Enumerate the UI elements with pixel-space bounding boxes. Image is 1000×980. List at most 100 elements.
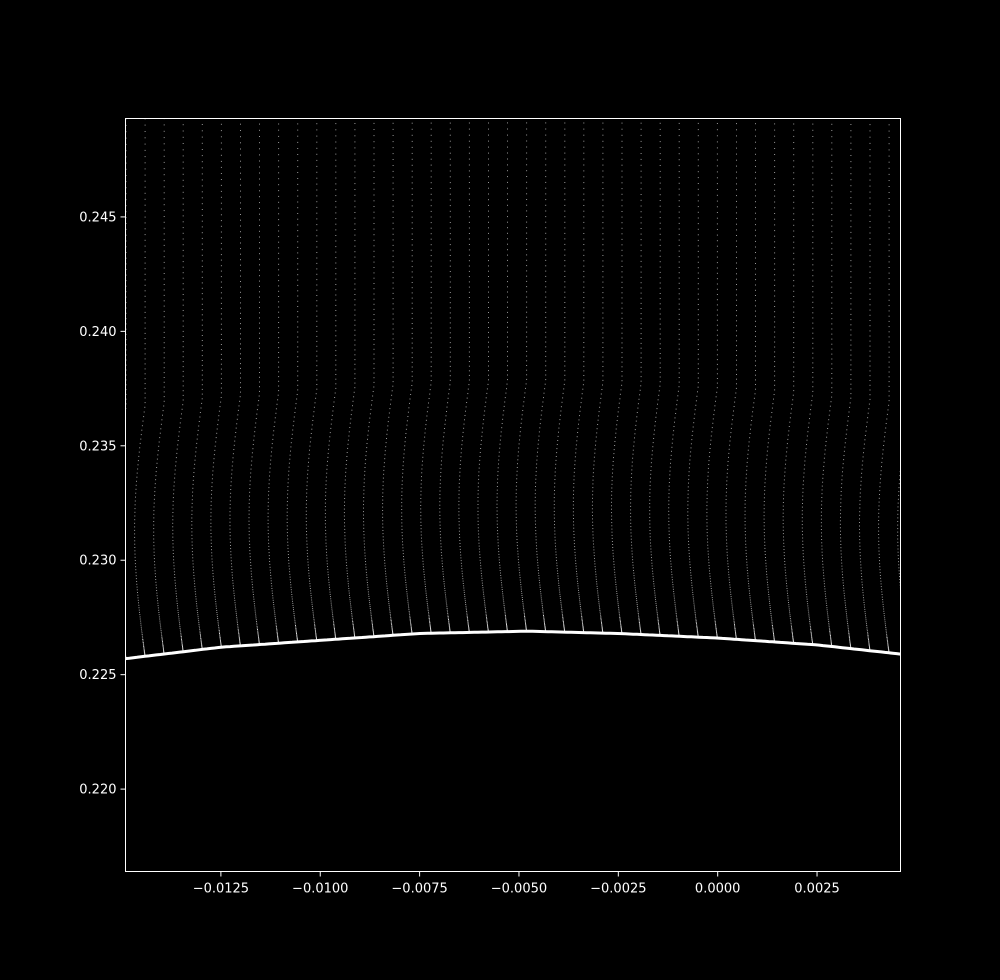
data-point <box>163 342 165 344</box>
data-point <box>346 452 348 453</box>
data-point <box>774 195 776 197</box>
data-point <box>444 592 446 594</box>
data-point <box>695 400 697 402</box>
data-point <box>583 375 585 376</box>
data-point <box>182 404 184 406</box>
data-point <box>296 398 298 400</box>
data-point <box>306 477 308 479</box>
data-point <box>601 626 603 628</box>
data-point <box>657 617 659 619</box>
data-point <box>466 612 468 614</box>
data-point <box>220 160 222 162</box>
data-point <box>755 284 756 286</box>
data-point <box>182 366 184 368</box>
data-point <box>636 605 638 607</box>
data-point <box>545 199 547 201</box>
data-point <box>449 122 451 124</box>
data-point <box>573 518 574 519</box>
data-point <box>278 154 280 156</box>
data-point <box>615 584 617 585</box>
data-point <box>706 508 708 510</box>
data-point <box>392 271 394 273</box>
data-point <box>468 384 470 386</box>
data-point <box>564 216 566 218</box>
data-point <box>789 618 791 619</box>
data-point <box>163 300 165 302</box>
data-point <box>332 619 334 621</box>
data-point <box>252 586 254 588</box>
data-point <box>578 589 579 591</box>
data-point <box>592 540 594 542</box>
data-point <box>163 278 165 280</box>
data-point <box>382 503 384 505</box>
data-point <box>173 489 175 491</box>
data-point <box>182 304 184 306</box>
data-point <box>306 496 308 498</box>
data-point <box>468 361 470 362</box>
data-point <box>668 482 670 483</box>
data-point <box>316 374 318 376</box>
data-point <box>344 494 346 496</box>
data-point <box>516 474 518 476</box>
data-point <box>601 624 603 626</box>
data-point <box>755 135 756 137</box>
data-point <box>715 624 717 626</box>
data-point <box>521 592 523 594</box>
data-point <box>673 430 675 432</box>
data-point <box>259 242 260 244</box>
data-point <box>592 479 594 481</box>
data-point <box>288 559 290 561</box>
data-point <box>640 153 642 154</box>
data-point <box>675 607 677 609</box>
data-point <box>773 638 775 640</box>
data-point <box>744 503 746 505</box>
data-point <box>425 424 427 426</box>
data-point <box>555 545 556 547</box>
data-point <box>556 565 558 567</box>
data-point <box>687 486 689 488</box>
data-point <box>468 146 470 148</box>
data-point <box>695 618 697 620</box>
data-point <box>632 564 634 566</box>
data-point <box>690 580 692 581</box>
data-point <box>593 468 595 470</box>
data-point <box>582 627 584 628</box>
data-point <box>582 627 584 629</box>
data-point <box>327 452 329 454</box>
data-point <box>240 297 241 299</box>
data-point <box>200 639 202 641</box>
data-point <box>748 441 750 443</box>
data-point <box>392 147 394 149</box>
data-point <box>153 558 155 560</box>
data-point <box>526 306 528 308</box>
data-point <box>599 606 600 608</box>
data-point <box>297 218 299 220</box>
data-point <box>326 557 328 559</box>
data-point <box>306 500 307 501</box>
data-point <box>482 589 484 591</box>
data-point <box>791 627 793 629</box>
data-point <box>297 201 299 203</box>
data-point <box>404 441 406 443</box>
data-point <box>538 577 540 579</box>
data-point <box>573 479 575 481</box>
data-point <box>716 373 718 375</box>
data-point <box>598 602 600 604</box>
data-point <box>248 520 250 522</box>
data-point <box>483 419 485 421</box>
data-point <box>428 402 429 404</box>
data-point <box>210 522 212 524</box>
data-point <box>462 580 464 582</box>
data-point <box>156 597 158 599</box>
data-point <box>335 183 337 185</box>
data-point <box>478 471 480 473</box>
data-point <box>669 543 671 545</box>
data-point <box>430 297 432 299</box>
data-point <box>766 571 767 573</box>
data-point <box>706 522 708 524</box>
data-point <box>630 516 632 518</box>
data-point <box>423 571 425 573</box>
data-point <box>553 504 555 506</box>
data-point <box>430 227 432 229</box>
data-point <box>755 268 756 270</box>
